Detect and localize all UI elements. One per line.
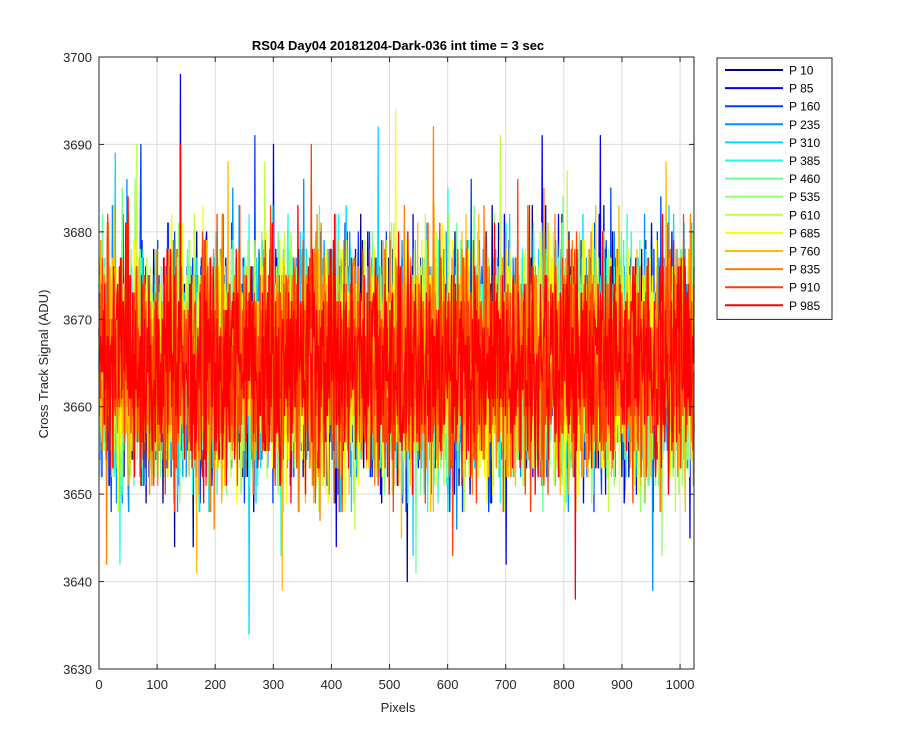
y-tick-label: 3630 [63,662,92,677]
x-tick-label: 200 [204,677,226,692]
legend-label: P 760 [789,245,820,259]
legend-label: P 460 [789,172,820,186]
legend-label: P 385 [789,154,820,168]
legend-label: P 610 [789,208,820,222]
x-tick-label: 800 [553,677,575,692]
series-line-p910 [98,143,695,556]
legend-label: P 910 [789,281,820,295]
y-tick-label: 3670 [63,312,92,327]
y-tick-label: 3690 [63,137,92,152]
x-tick-label: 300 [262,677,284,692]
chart-title: RS04 Day04 20181204-Dark-036 int time = … [252,38,544,53]
x-tick-label: 100 [146,677,168,692]
legend-label: P 85 [789,82,814,96]
y-tick-label: 3700 [63,50,92,65]
y-tick-label: 3680 [63,225,92,240]
legend-label: P 160 [789,100,820,114]
plot-frame [98,56,695,670]
x-tick-label: 0 [95,677,102,692]
legend-box [716,57,833,320]
x-tick-label: 700 [495,677,517,692]
y-tick-label: 3650 [63,487,92,502]
y-axis-label: Cross Track Signal (ADU) [36,290,51,439]
legend-label: P 10 [789,64,814,78]
legend: P 10 P 85 P 160 P 235 P 310 P 385 P 460 P 535 P … [716,57,833,320]
legend-label: P 685 [789,226,820,240]
legend-label: P 835 [789,263,820,277]
x-axis-label: Pixels [381,700,416,715]
series-layer [98,73,695,635]
x-tick-label: 500 [379,677,401,692]
y-tick-label: 3640 [63,575,92,590]
y-tick-label: 3660 [63,400,92,415]
legend-label: P 235 [789,118,820,132]
series-line-p985 [98,143,695,600]
legend-label: P 535 [789,190,820,204]
x-tick-label: 900 [611,677,633,692]
legend-label: P 985 [789,299,820,313]
legend-label: P 310 [789,136,820,150]
x-tick-label: 400 [321,677,343,692]
x-tick-label: 1000 [666,677,695,692]
ticks: 0 100 200 300 400 500 600 700 800 900 1000 3630 3640… [63,50,694,692]
x-tick-label: 600 [437,677,459,692]
